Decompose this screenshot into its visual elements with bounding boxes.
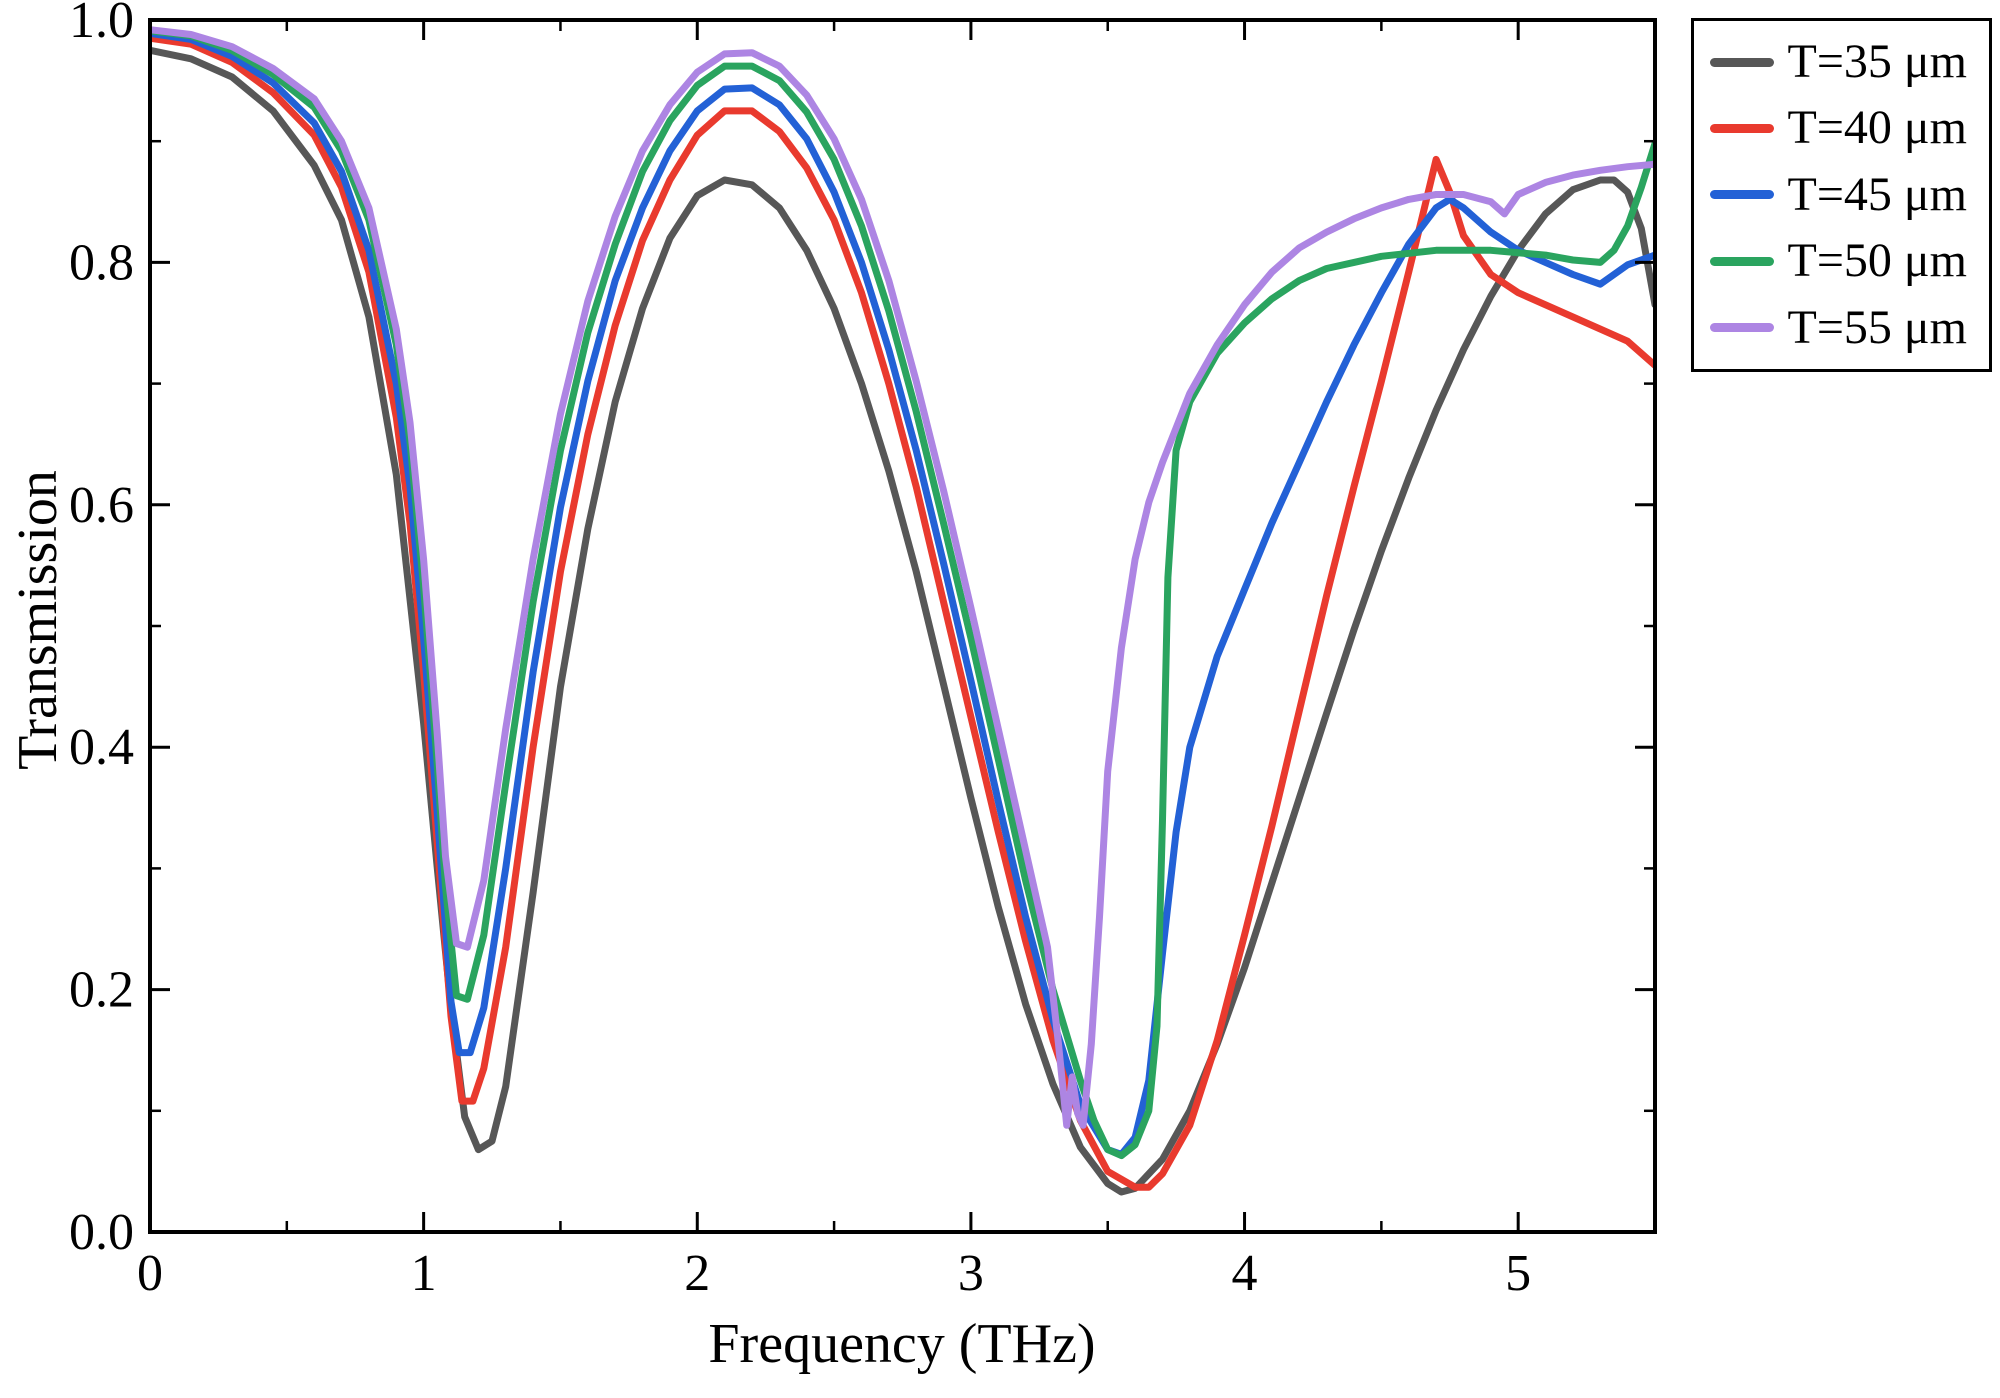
legend-swatch-t50 [1709, 256, 1774, 266]
legend-label-t35: T=35 μm [1787, 35, 1967, 88]
legend-item: T=35 μm [1709, 35, 1967, 88]
y-tick-label: 0.8 [69, 234, 134, 291]
legend-swatch-t35 [1709, 57, 1774, 67]
legend-swatch-t40 [1709, 124, 1774, 134]
x-tick-label: 2 [684, 1245, 710, 1302]
y-tick-label: 0.4 [69, 719, 134, 776]
legend-item: T=50 μm [1709, 234, 1967, 288]
legend-label-t50: T=50 μm [1787, 234, 1967, 288]
legend-swatch-t45 [1709, 190, 1774, 200]
legend-label-t45: T=45 μm [1787, 167, 1967, 221]
legend-item: T=55 μm [1709, 300, 1967, 354]
legend-item: T=40 μm [1709, 101, 1967, 155]
legend-swatch-t55 [1709, 323, 1774, 333]
y-tick-label: 0.2 [69, 962, 134, 1019]
series-curve-4 [150, 26, 1655, 1129]
x-tick-label: 5 [1505, 1245, 1531, 1302]
y-tick-label: 0.6 [69, 477, 134, 534]
legend-label-t55: T=55 μm [1787, 300, 1967, 354]
x-axis-label: Frequency (THz) [708, 1313, 1096, 1375]
legend: T=35 μm T=40 μm T=45 μm T=50 μm T=55 μm [1690, 18, 1992, 372]
y-tick-label: 1.0 [69, 0, 134, 49]
x-tick-label: 4 [1232, 1245, 1258, 1302]
x-tick-label: 1 [411, 1245, 437, 1302]
y-axis-label: Transmission [7, 470, 69, 770]
series-curve-1 [150, 34, 1655, 1191]
legend-label-t40: T=40 μm [1787, 101, 1967, 155]
x-tick-label: 0 [137, 1245, 163, 1302]
y-tick-label: 0.0 [69, 1204, 134, 1261]
legend-item: T=45 μm [1709, 167, 1967, 221]
x-tick-label: 3 [958, 1245, 984, 1302]
